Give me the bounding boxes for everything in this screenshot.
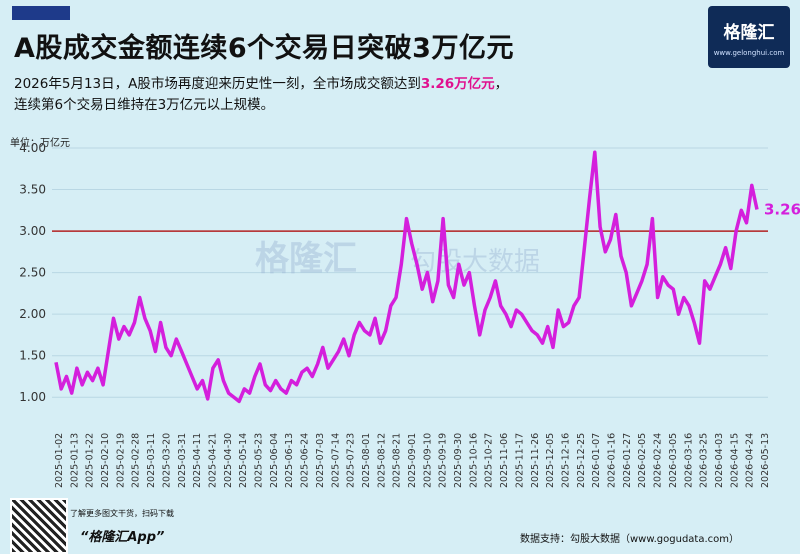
x-tick-label: 2025-04-30 [223, 433, 234, 488]
data-source: 数据支持：勾股大数据（www.gogudata.com） [520, 534, 740, 545]
qr-caption: 了解更多图文干货，扫码下载 [70, 509, 174, 518]
x-tick-label: 2025-09-01 [407, 433, 418, 488]
series-line [54, 150, 759, 404]
brand-logo: 格隆汇 www.gelonghui.com [708, 6, 790, 68]
x-tick-label: 2026-04-24 [745, 433, 756, 488]
subtitle-line-2: 连续第6个交易日维持在3万亿元以上规模。 [14, 97, 275, 113]
x-tick-label: 2025-12-25 [576, 433, 587, 488]
x-tick-label: 2025-08-01 [361, 433, 372, 488]
end-value-label: 3.26 [764, 200, 800, 218]
x-tick-label: 2026-01-07 [591, 433, 602, 488]
subtitle-line-1: 2026年5月13日，A股市场再度迎来历史性一刻，全市场成交额达到3.26万亿元… [14, 72, 508, 92]
subtitle-highlight: 3.26万亿元 [420, 76, 495, 92]
x-tick-label: 2025-12-16 [560, 433, 571, 488]
page-title: A股成交金额连续6个交易日突破3万亿元 [14, 33, 514, 64]
y-tick-label: 3.50 [19, 183, 46, 197]
x-tick-label: 2026-01-16 [607, 433, 618, 488]
x-tick-label: 2025-06-04 [269, 433, 280, 488]
x-tick-label: 2025-10-27 [484, 433, 495, 488]
x-tick-label: 2026-04-15 [729, 433, 740, 488]
subtitle-pre: 2026年5月13日，A股市场再度迎来历史性一刻，全市场成交额达到 [14, 76, 421, 92]
y-axis-unit-label: 单位：万亿元 [10, 138, 70, 149]
x-tick-label: 2025-02-19 [115, 433, 126, 488]
x-tick-label: 2026-04-03 [714, 433, 725, 488]
x-tick-label: 2025-02-28 [131, 433, 142, 488]
y-tick-label: 2.00 [19, 307, 46, 321]
x-tick-label: 2025-01-13 [69, 433, 80, 488]
y-tick-label: 1.00 [19, 390, 46, 404]
x-tick-label: 2025-04-21 [207, 433, 218, 488]
y-tick-label: 4.00 [19, 141, 46, 155]
x-tick-label: 2026-02-05 [637, 433, 648, 488]
x-tick-label: 2026-01-27 [622, 433, 633, 488]
x-tick-label: 2025-12-05 [545, 433, 556, 488]
subtitle-post: ， [494, 76, 509, 92]
brand-logo-name: 格隆汇 [723, 23, 775, 43]
x-tick-label: 2025-05-14 [238, 433, 249, 488]
x-tick-label: 2026-02-24 [653, 433, 664, 488]
app-name: “格隆汇App” [80, 530, 165, 545]
watermark-left: 格隆汇 [255, 239, 357, 279]
y-tick-label: 1.50 [19, 349, 46, 363]
x-tick-label: 2025-08-21 [392, 433, 403, 488]
x-tick-label: 2025-10-16 [468, 433, 479, 488]
x-tick-label: 2026-03-16 [683, 433, 694, 488]
x-tick-label: 2025-06-13 [284, 433, 295, 488]
brand-logo-url: www.gelonghui.com [713, 49, 785, 57]
x-tick-label: 2025-11-17 [514, 433, 525, 488]
watermark-right: 勾股大数据 [410, 247, 540, 277]
x-tick-label: 2025-07-23 [346, 433, 357, 488]
x-tick-label: 2026-03-05 [668, 433, 679, 488]
x-tick-label: 2025-11-26 [530, 433, 541, 488]
x-tick-label: 2025-03-31 [177, 433, 188, 488]
x-tick-label: 2026-05-13 [760, 433, 771, 488]
x-tick-label: 2025-09-19 [438, 433, 449, 488]
y-tick-label: 3.00 [19, 224, 46, 238]
x-tick-label: 2025-08-12 [376, 433, 387, 488]
x-tick-label: 2026-03-25 [699, 433, 710, 488]
x-tick-label: 2025-07-14 [330, 433, 341, 488]
x-tick-label: 2025-03-20 [161, 433, 172, 488]
x-tick-label: 2025-09-10 [422, 433, 433, 488]
x-tick-label: 2025-11-06 [499, 433, 510, 488]
x-tick-label: 2025-07-03 [315, 433, 326, 488]
y-tick-label: 2.50 [19, 266, 46, 280]
x-tick-label: 2025-01-22 [85, 433, 96, 488]
x-tick-label: 2025-09-30 [453, 433, 464, 488]
title-accent-bar [12, 6, 70, 20]
x-tick-label: 2025-05-23 [254, 433, 265, 488]
qr-code [10, 498, 68, 554]
x-tick-label: 2025-03-11 [146, 433, 157, 488]
x-tick-label: 2025-04-11 [192, 433, 203, 488]
x-tick-label: 2025-01-02 [54, 433, 65, 488]
x-tick-label: 2025-06-24 [300, 433, 311, 488]
x-tick-label: 2025-02-10 [100, 433, 111, 488]
